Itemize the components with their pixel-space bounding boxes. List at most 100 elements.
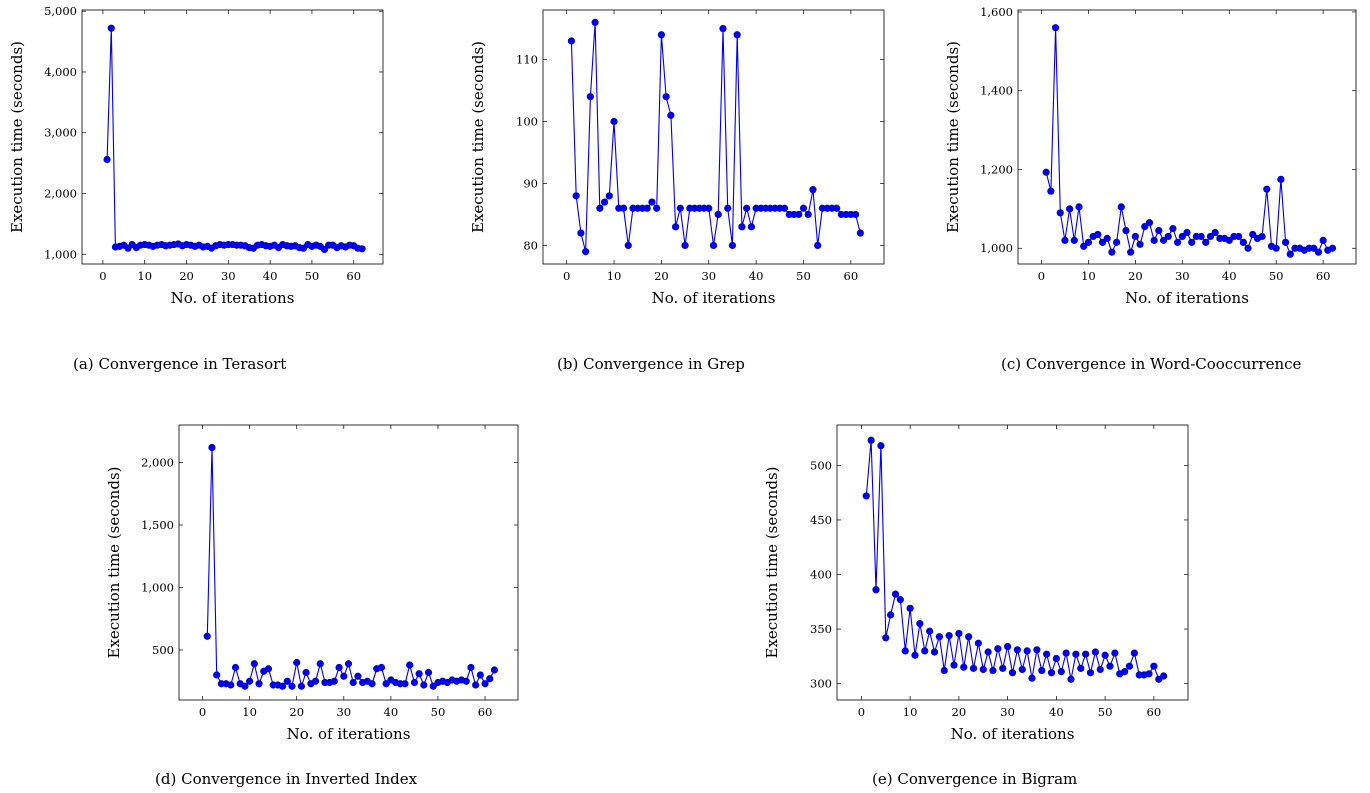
data-point — [926, 627, 934, 635]
x-tick-label: 0 — [99, 269, 106, 283]
data-point — [896, 596, 904, 604]
data-point — [719, 24, 727, 33]
data-point — [208, 443, 216, 452]
data-point — [945, 632, 953, 640]
data-point — [804, 210, 812, 219]
data-point — [227, 681, 235, 689]
data-point — [1103, 234, 1111, 243]
data-point — [705, 204, 713, 212]
y-tick-label: 450 — [810, 513, 832, 527]
data-point — [572, 192, 580, 200]
data-point — [657, 31, 666, 39]
data-point — [462, 677, 470, 685]
data-point — [676, 204, 684, 212]
data-point — [979, 665, 987, 674]
data-point — [681, 241, 689, 250]
data-point — [1286, 250, 1294, 258]
x-tick-label: 60 — [844, 269, 859, 283]
data-point — [950, 661, 958, 669]
data-point — [486, 675, 494, 683]
x-tick-label: 50 — [1098, 705, 1113, 719]
y-tick-label: 110 — [516, 53, 538, 67]
data-point — [1150, 236, 1158, 244]
data-point — [1319, 236, 1327, 244]
caption-text: Convergence in Terasort — [98, 355, 287, 373]
y-tick-label: 80 — [523, 238, 538, 252]
x-tick-label: 0 — [858, 705, 865, 719]
caption-tag: (b) — [557, 355, 579, 373]
data-point — [1042, 168, 1050, 176]
data-point — [653, 204, 661, 212]
data-point — [662, 93, 670, 101]
data-point — [1077, 664, 1085, 672]
data-point — [582, 248, 590, 256]
data-point — [377, 663, 386, 672]
data-point — [1094, 230, 1102, 239]
data-point — [1004, 642, 1012, 651]
data-point — [1047, 187, 1055, 195]
data-point — [1033, 646, 1041, 654]
data-point — [255, 680, 263, 688]
y-axis-label: Execution time (seconds) — [105, 467, 123, 659]
data-point — [1122, 226, 1130, 235]
y-tick-label: 3,000 — [44, 126, 77, 140]
data-point — [1047, 669, 1056, 677]
y-tick-label: 350 — [810, 622, 832, 636]
data-point — [906, 604, 914, 612]
chart-word-cooccurrence: 0 10 20 30 40 50 60 1,000 1,200 1,400 1,600 No. of … — [944, 5, 1357, 307]
x-tick-label: 0 — [1038, 269, 1045, 283]
data-point — [203, 632, 211, 640]
data-point — [297, 682, 306, 690]
chart-caption-inverted-index: (d) Convergence in Inverted Index — [155, 770, 417, 788]
x-tick-label: 10 — [242, 705, 257, 719]
data-point — [424, 668, 433, 677]
x-tick-label: 60 — [346, 269, 361, 283]
data-point — [1117, 203, 1125, 211]
data-point — [1263, 185, 1271, 193]
data-point — [283, 677, 291, 685]
data-point — [567, 37, 576, 45]
chart-grep: 0 10 20 30 40 50 60 80 90 100 110 No. of iterations… — [469, 9, 885, 307]
y-axis-label: Execution time (seconds) — [944, 41, 962, 233]
chart-caption-grep: (b) Convergence in Grep — [557, 355, 745, 373]
data-point — [999, 664, 1007, 672]
x-tick-label: 20 — [289, 705, 304, 719]
plot-frame — [836, 424, 1189, 701]
y-tick-label: 2,000 — [44, 187, 77, 201]
plot-frame — [81, 9, 384, 265]
data-point — [467, 663, 475, 672]
data-point — [1314, 248, 1323, 256]
chart-panel-terasort: 0 10 20 30 40 50 60 1,000 2,000 3,000 4,000 5,000 No… — [0, 0, 460, 390]
data-point — [619, 204, 628, 212]
data-point — [420, 681, 428, 689]
data-point — [872, 586, 880, 594]
data-point — [1277, 175, 1285, 183]
data-point — [1188, 238, 1196, 246]
data-point — [1057, 668, 1065, 676]
x-tick-label: 60 — [1147, 705, 1162, 719]
data-point — [887, 611, 895, 619]
data-point — [1056, 209, 1064, 217]
data-point — [738, 223, 746, 231]
chart-inverted-index: 0 10 20 30 40 50 60 500 1,000 1,500 2,000 No. of it… — [105, 424, 519, 743]
chart-panel-inverted-index: 0 10 20 30 40 50 60 500 1,000 1,500 2,000 No. of it… — [0, 0, 560, 793]
chart-panel-grep: 0 10 20 30 40 50 60 80 90 100 110 No. of iterations… — [0, 0, 920, 390]
data-point — [989, 666, 997, 675]
data-point — [667, 111, 675, 119]
data-point — [728, 241, 737, 250]
data-point — [1023, 647, 1031, 655]
data-point — [1067, 675, 1075, 683]
data-point — [596, 204, 604, 212]
caption-tag: (e) — [872, 770, 893, 788]
x-tick-label: 40 — [1222, 269, 1237, 283]
data-point — [591, 18, 599, 26]
y-axis-label: Execution time (seconds) — [8, 41, 26, 233]
data-point — [935, 633, 943, 641]
data-point — [1111, 649, 1119, 657]
data-point — [368, 680, 376, 688]
chart-caption-bigram: (e) Convergence in Bigram — [872, 770, 1077, 788]
data-point — [851, 210, 860, 219]
data-point — [1008, 669, 1017, 677]
data-point — [984, 648, 992, 656]
caption-tag: (c) — [1001, 355, 1022, 373]
